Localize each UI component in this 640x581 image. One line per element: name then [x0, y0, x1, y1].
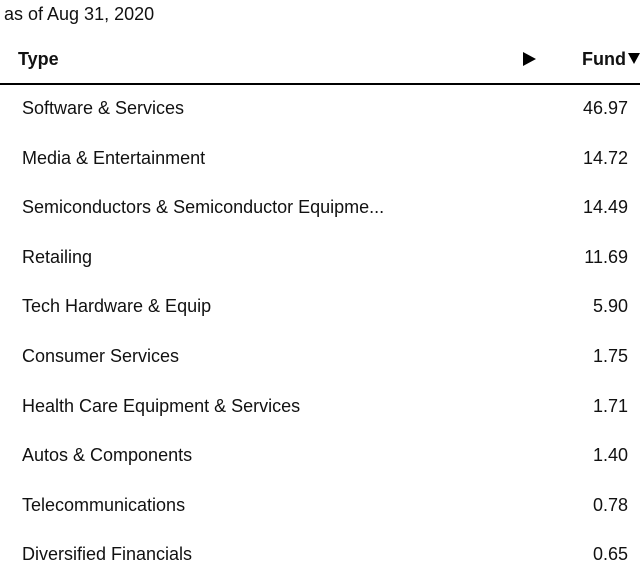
- table-row: Tech Hardware & Equip 5.90: [0, 283, 640, 333]
- row-fund-value: 5.90: [592, 296, 628, 317]
- row-type-label: Health Care Equipment & Services: [22, 395, 301, 416]
- row-fund-value: 11.69: [584, 246, 628, 267]
- row-type-label: Retailing: [22, 246, 93, 267]
- holdings-table: Type Fund Software & Services 46.97 Media …: [0, 38, 640, 581]
- row-type-label: Telecommunications: [22, 494, 186, 515]
- column-header-type[interactable]: Type: [18, 49, 59, 69]
- table-row: Media & Entertainment 14.72: [0, 135, 640, 185]
- table-row: Diversified Financials 0.65: [0, 531, 640, 581]
- sort-descending-icon[interactable]: [628, 53, 640, 64]
- table-row: Consumer Services 1.75: [0, 333, 640, 383]
- row-type-label: Consumer Services: [22, 345, 180, 366]
- row-fund-value: 46.97: [582, 98, 628, 118]
- row-fund-value: 0.78: [592, 494, 628, 515]
- row-type-label: Tech Hardware & Equip: [22, 296, 212, 317]
- table-body: Software & Services 46.97 Media & Entertai…: [0, 85, 640, 581]
- row-type-label: Diversified Financials: [22, 544, 193, 565]
- row-fund-value: 14.49: [582, 197, 628, 218]
- table-row: Semiconductors & Semiconductor Equipme..…: [0, 184, 640, 234]
- column-header-fund[interactable]: Fund: [582, 48, 640, 70]
- row-fund-value: 1.71: [592, 395, 628, 416]
- row-fund-value: 1.75: [592, 345, 628, 366]
- row-fund-value: 0.65: [592, 544, 628, 565]
- row-type-label: Autos & Components: [22, 445, 193, 466]
- row-fund-value: 14.72: [582, 147, 628, 168]
- table-row: Autos & Components 1.40: [0, 432, 640, 482]
- expand-columns-arrow-icon[interactable]: [523, 52, 536, 66]
- table-row: Retailing 11.69: [0, 234, 640, 284]
- table-header: Type Fund: [0, 38, 640, 85]
- table-row: Telecommunications 0.78: [0, 482, 640, 532]
- table-row: Health Care Equipment & Services 1.71: [0, 383, 640, 433]
- column-header-fund-label: Fund: [582, 49, 626, 69]
- as-of-date: as of Aug 31, 2020: [4, 4, 155, 24]
- row-fund-value: 1.40: [592, 445, 628, 466]
- row-type-label: Semiconductors & Semiconductor Equipme..…: [22, 197, 385, 218]
- row-type-label: Software & Services: [22, 98, 185, 118]
- table-row: Software & Services 46.97: [0, 85, 640, 135]
- row-type-label: Media & Entertainment: [22, 147, 206, 168]
